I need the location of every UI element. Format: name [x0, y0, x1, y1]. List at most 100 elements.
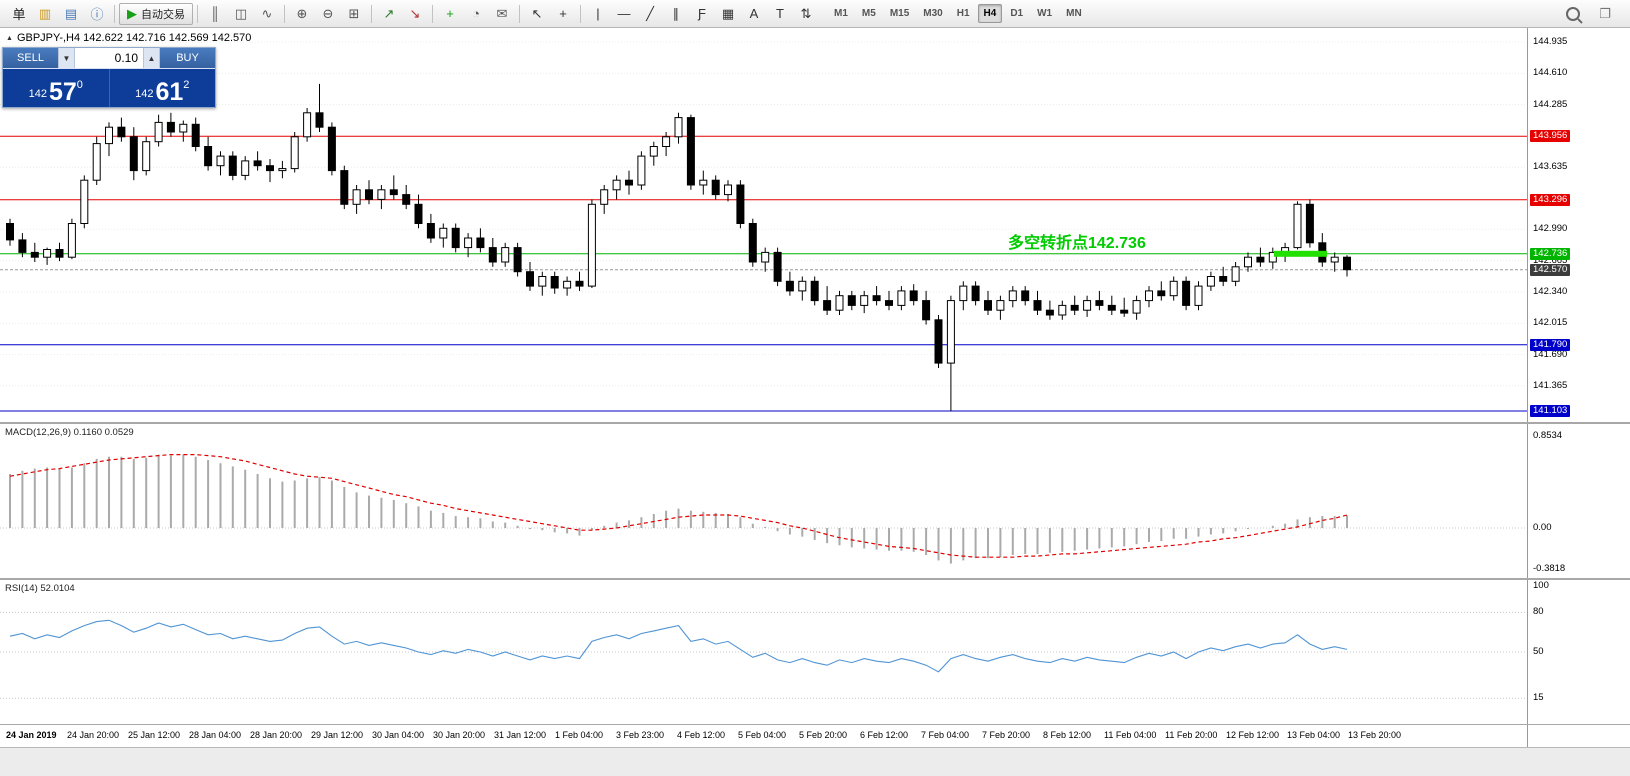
timeframe-h4-button[interactable]: H4 — [977, 4, 1003, 23]
timeframe-h1-button[interactable]: H1 — [956, 8, 970, 19]
volume-input[interactable]: 0.10 — [75, 48, 143, 68]
time-tick: 13 Feb 04:00 — [1287, 730, 1341, 740]
crosshair-icon[interactable]: + — [559, 6, 567, 21]
timeframe-m15-button[interactable]: M15 — [889, 8, 910, 19]
time-tick: 11 Feb 20:00 — [1165, 730, 1218, 740]
time-tick: 6 Feb 12:00 — [860, 730, 909, 740]
price-tick: 141.365 — [1533, 379, 1568, 391]
label-tool[interactable]: T — [776, 6, 784, 21]
timeframe-group: M1 M5 M15 M30 H1 H4 D1 W1 MN — [827, 4, 1089, 23]
bar-chart-icon[interactable]: ║ — [210, 6, 220, 21]
symbol-marker-icon: ▲ — [6, 34, 13, 42]
candlestick-chart-icon[interactable]: ◫ — [234, 5, 248, 21]
buy-price-main: 142 — [135, 88, 154, 100]
price-badge-143.296: 143.296 — [1530, 193, 1571, 206]
macd-label: MACD(12,26,9) 0.1160 0.0529 — [5, 427, 134, 438]
rsi-panel[interactable]: RSI(14) 52.0104 — [0, 580, 1527, 724]
panel-divider[interactable] — [0, 578, 1630, 580]
indicators-down-icon[interactable]: ↘ — [409, 5, 421, 21]
arrows-tool[interactable]: ⇅ — [800, 5, 812, 21]
price-tick: 0.8534 — [1533, 429, 1563, 441]
price-tick: 15 — [1533, 692, 1544, 704]
toolbar-separator — [371, 4, 372, 23]
toolbar-right-groups: ❐ — [1560, 4, 1624, 24]
price-tick: 143.635 — [1533, 161, 1568, 173]
candlestick-chart[interactable]: 多空转折点142.736 — [0, 28, 1527, 422]
tile-windows-icon[interactable]: ⊞ — [348, 5, 360, 21]
trendline-tool[interactable]: ╱ — [646, 5, 654, 21]
price-tick: 142.665 — [1533, 254, 1568, 266]
panel-divider[interactable] — [0, 422, 1630, 424]
volume-down-button[interactable]: ▼ — [58, 48, 75, 68]
time-tick: 29 Jan 12:00 — [311, 730, 364, 740]
price-tick: 80 — [1533, 606, 1544, 618]
symbol-info: ▲ GBPJPY-,H4 142.622 142.716 142.569 142… — [6, 32, 251, 44]
toolbar-left-groups: 单 ▥ ▤ ⓘ ▶ 自动交易 ║ ◫ ∿ ⊕ ⊖ ⊞ ↗ ↘ + ◔ ✉ ↖ + | — ╱ ∥ Ƒ ▦ A T ⇅ — [6, 2, 819, 25]
fibonacci-tool[interactable]: Ƒ — [698, 6, 706, 21]
toolbar-separator — [580, 4, 581, 23]
price-tick: 144.935 — [1533, 36, 1568, 47]
symbol-ohlc-text: GBPJPY-,H4 142.622 142.716 142.569 142.5… — [16, 32, 252, 44]
add-indicator-icon[interactable]: + — [446, 6, 454, 21]
time-tick: 24 Jan 2019 — [6, 730, 57, 740]
time-tick: 31 Jan 12:00 — [494, 730, 547, 740]
grid-tool[interactable]: ▦ — [721, 5, 735, 21]
time-tick: 30 Jan 04:00 — [372, 730, 425, 740]
text-tool[interactable]: A — [749, 6, 759, 21]
timeframe-w1-button[interactable]: W1 — [1037, 8, 1053, 19]
channel-tool[interactable]: ∥ — [672, 5, 680, 21]
sell-price-box[interactable]: 142 57 0 — [3, 69, 109, 107]
timeframe-m5-button[interactable]: M5 — [861, 8, 876, 19]
buy-price-box[interactable]: 142 61 2 — [108, 69, 215, 107]
zoom-in-icon[interactable]: ⊕ — [296, 5, 308, 21]
time-tick: 28 Jan 20:00 — [250, 730, 303, 740]
timeframe-m30-button[interactable]: M30 — [923, 8, 943, 19]
buy-button[interactable]: BUY — [160, 48, 215, 68]
toolbar: 单 ▥ ▤ ⓘ ▶ 自动交易 ║ ◫ ∿ ⊕ ⊖ ⊞ ↗ ↘ + ◔ ✉ ↖ + | — ╱ ∥ Ƒ ▦ A T ⇅ M1 M5 M15 M… — [0, 0, 1630, 28]
time-tick: 30 Jan 20:00 — [433, 730, 486, 740]
cursor-icon[interactable]: ↖ — [531, 5, 543, 21]
macd-signal-line — [9, 454, 1348, 558]
menu-order[interactable]: 单 — [12, 7, 26, 22]
search-icon[interactable] — [1560, 4, 1586, 24]
sell-button[interactable]: SELL — [3, 48, 58, 68]
time-tick: 5 Feb 04:00 — [738, 730, 787, 740]
info-icon[interactable]: ⓘ — [90, 7, 104, 22]
timeframe-mn-button[interactable]: MN — [1066, 8, 1082, 19]
timeframe-d1-button[interactable]: D1 — [1010, 8, 1024, 19]
mail-icon[interactable]: ✉ — [496, 5, 508, 21]
price-tick: 142.990 — [1533, 223, 1568, 235]
profiles-icon[interactable]: ▤ — [64, 5, 78, 21]
price-tick: 50 — [1533, 646, 1544, 657]
zoom-out-icon[interactable]: ⊖ — [322, 5, 334, 21]
indicators-up-icon[interactable]: ↗ — [383, 5, 395, 21]
macd-panel[interactable]: MACD(12,26,9) 0.1160 0.0529 — [0, 424, 1527, 578]
new-chart-icon[interactable]: ▥ — [38, 5, 52, 21]
toolbar-separator — [197, 4, 198, 23]
period-clock-icon[interactable]: ◔ — [472, 6, 480, 21]
price-badge-142.736: 142.736 — [1530, 247, 1571, 260]
vertical-line-tool[interactable]: | — [596, 6, 600, 21]
timeframe-m1-button[interactable]: M1 — [834, 8, 848, 19]
price-axis[interactable]: 144.935 144.610 144.285 143.635 142.990 142.6… — [1527, 28, 1630, 747]
time-tick: 8 Feb 12:00 — [1043, 730, 1092, 740]
new-window-icon[interactable]: ❐ — [1599, 5, 1611, 21]
time-axis[interactable]: 24 Jan 2019 24 Jan 20:00 25 Jan 12:00 28 Ja… — [0, 725, 1527, 747]
horizontal-line-tool[interactable]: — — [617, 6, 631, 21]
time-tick: 11 Feb 04:00 — [1104, 730, 1157, 740]
volume-up-button[interactable]: ▲ — [143, 48, 160, 68]
auto-trading-button[interactable]: ▶ 自动交易 — [119, 2, 193, 25]
price-tick: 100 — [1533, 580, 1549, 591]
buy-price-big: 61 — [155, 77, 184, 106]
price-tick: 0.00 — [1533, 522, 1552, 533]
time-tick: 5 Feb 20:00 — [799, 730, 848, 740]
price-tick: 144.285 — [1533, 98, 1568, 110]
time-tick: 25 Jan 12:00 — [128, 730, 181, 740]
price-badge-142.570: 142.570 — [1530, 263, 1571, 276]
price-tick: 142.015 — [1533, 317, 1568, 329]
one-click-trading-panel: SELL ▼ 0.10 ▲ BUY 142 57 0 142 61 2 — [2, 47, 216, 108]
pivot-highlight-bar — [1274, 250, 1327, 257]
pivot-annotation: 多空转折点142.736 — [1008, 233, 1146, 252]
line-chart-icon[interactable]: ∿ — [261, 5, 273, 21]
time-tick: 24 Jan 20:00 — [67, 730, 120, 740]
